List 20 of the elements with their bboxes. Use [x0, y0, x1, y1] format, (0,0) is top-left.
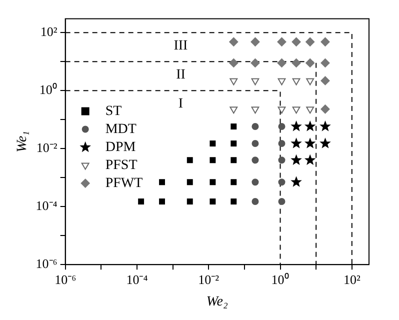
legend-label: PFWT: [105, 176, 144, 191]
legend-label: DPM: [105, 140, 136, 155]
x-tick-label: 10⁻⁶: [54, 272, 76, 287]
y-tick-label: 10²: [40, 24, 58, 40]
annotation: II: [176, 67, 186, 82]
legend-label: MDT: [105, 122, 137, 137]
x-tick-label: 10⁰: [271, 272, 290, 287]
y-tick-label: 10⁻⁶: [36, 256, 58, 272]
legend-label: PFST: [105, 158, 138, 173]
y-axis-title: We₁: [15, 130, 30, 152]
annotation: III: [174, 38, 188, 54]
legend-label: ST: [105, 104, 122, 119]
x-tick-label: 10⁻⁴: [126, 272, 148, 287]
annotation: I: [178, 96, 184, 112]
x-tick-label: 10²: [343, 272, 360, 287]
x-tick-label: 10⁻²: [198, 272, 220, 287]
x-axis-title: We₂: [206, 294, 228, 310]
y-tick-label: 10⁻²: [36, 140, 58, 156]
y-tick-label: 10⁰: [39, 82, 58, 98]
y-tick-label: 10⁻⁴: [36, 198, 58, 214]
